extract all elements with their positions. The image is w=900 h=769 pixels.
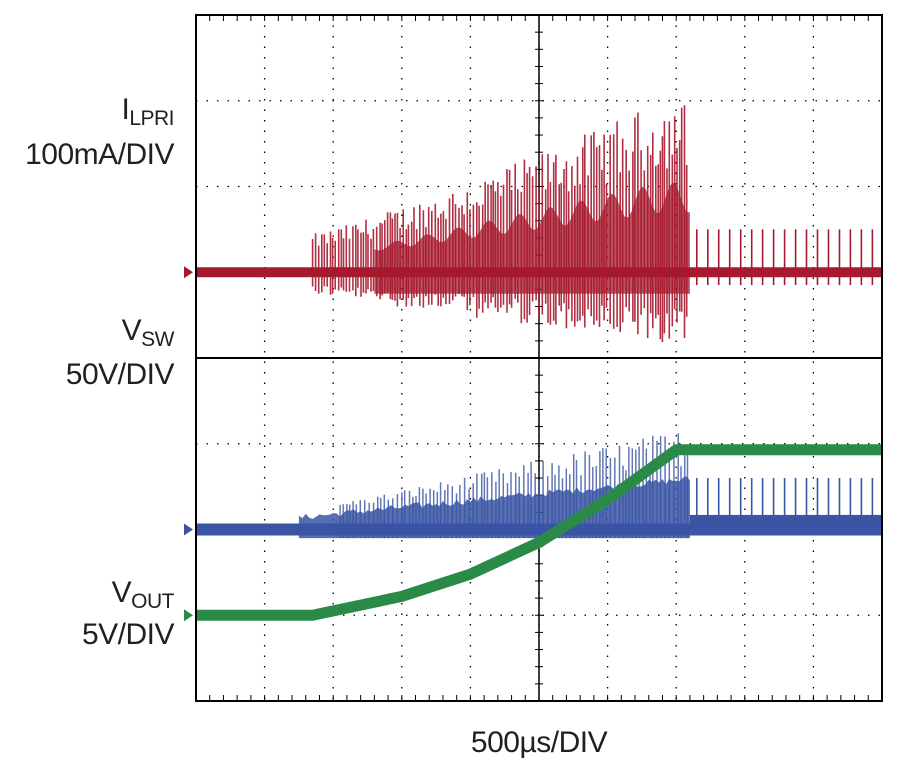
trace-ilpri [196, 105, 882, 343]
trace-label-vsw-main: V [121, 314, 142, 347]
scope-traces [196, 105, 882, 621]
trace-label-vout: VOUT [0, 576, 175, 613]
trace-vsw-plateau [689, 514, 882, 527]
trace-vout [196, 444, 882, 621]
scope-grid [196, 15, 882, 701]
trace-vsw [196, 433, 882, 539]
ground-marker-vsw [184, 523, 193, 536]
trace-scale-ilpri: 100mA/DIV [25, 138, 174, 171]
trace-label-ilpri-main: I [121, 93, 130, 126]
trace-vout-line [196, 444, 882, 621]
x-axis-label: 500µs/DIV [470, 726, 608, 759]
ground-marker-ilpri [184, 266, 193, 279]
trace-label-vsw-sub: SW [141, 328, 174, 351]
trace-label-vsw: VSW [0, 314, 175, 351]
ground-markers [184, 266, 193, 622]
plot-frame [195, 14, 883, 702]
trace-label-vout-sub: OUT [131, 590, 174, 613]
trace-ilpri-envelope [374, 182, 690, 294]
trace-label-vout-main: V [111, 576, 132, 609]
trace-label-ilpri: ILPRI [0, 93, 174, 130]
trace-scale-vsw: 50V/DIV [65, 358, 175, 391]
ground-marker-vout [184, 609, 193, 622]
trace-label-ilpri-sub: LPRI [129, 107, 174, 130]
trace-vsw-pulses [696, 478, 874, 534]
trace-ilpri-pulses [696, 229, 874, 286]
trace-scale-vout: 5V/DIV [81, 618, 175, 651]
